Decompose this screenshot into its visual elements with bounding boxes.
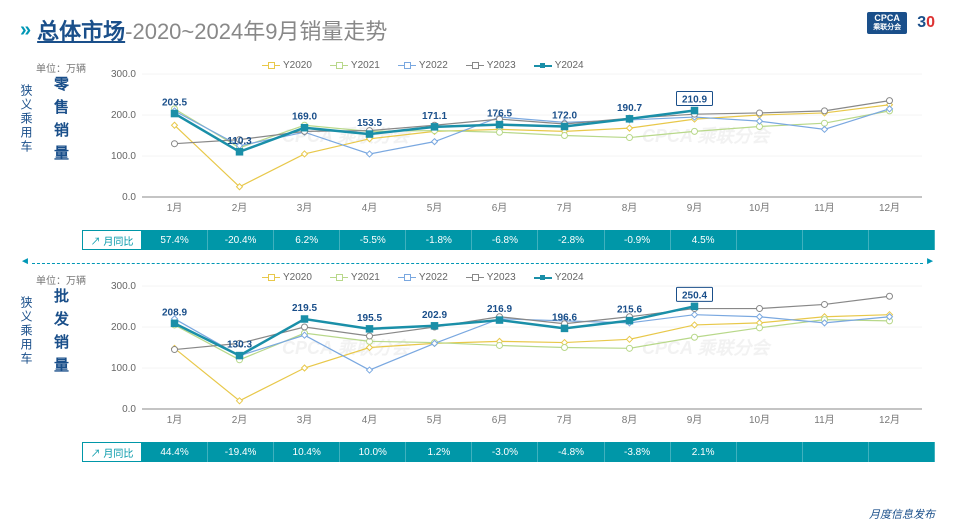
side-label: 狭义乘用车 [18, 84, 35, 154]
svg-text:7月: 7月 [557, 202, 573, 214]
svg-text:3月: 3月 [297, 414, 313, 426]
svg-text:196.6: 196.6 [552, 312, 577, 323]
svg-text:6月: 6月 [492, 202, 508, 214]
title-main: 总体市场 [37, 14, 125, 46]
retail-mom-row: ↗ 月同比57.4%-20.4%6.2%-5.5%-1.8%-6.8%-2.8%… [82, 230, 935, 250]
chevron-icon: » [20, 19, 31, 42]
svg-text:202.9: 202.9 [422, 310, 447, 321]
retail-panel: 单位：万辆 狭义乘用车 零售销量 Y2020Y2021Y2022Y2023Y20… [20, 62, 935, 250]
svg-text:110.3: 110.3 [227, 136, 252, 147]
svg-text:219.5: 219.5 [292, 303, 317, 314]
svg-text:3月: 3月 [297, 202, 313, 214]
wholesale-panel: 单位：万辆 狭义乘用车 批发销量 Y2020Y2021Y2022Y2023Y20… [20, 274, 935, 462]
svg-text:208.9: 208.9 [162, 307, 187, 318]
svg-text:0.0: 0.0 [122, 404, 136, 415]
svg-text:130.3: 130.3 [227, 340, 252, 351]
logos: CPCA 乘联分会 30 [867, 12, 935, 34]
svg-text:210.9: 210.9 [682, 95, 707, 106]
svg-text:8月: 8月 [622, 202, 638, 214]
svg-text:169.0: 169.0 [292, 112, 317, 123]
svg-text:1月: 1月 [167, 414, 183, 426]
svg-text:4月: 4月 [362, 414, 378, 426]
svg-text:7月: 7月 [557, 414, 573, 426]
svg-text:2月: 2月 [232, 414, 248, 426]
svg-text:CPCA 乘联分会: CPCA 乘联分会 [642, 126, 772, 146]
unit-label: 单位：万辆 [36, 60, 86, 75]
unit-label: 单位：万辆 [36, 272, 86, 287]
side-label: 狭义乘用车 [18, 296, 35, 366]
svg-text:215.6: 215.6 [617, 305, 642, 316]
svg-text:9月: 9月 [687, 202, 703, 214]
svg-text:153.5: 153.5 [357, 118, 382, 129]
svg-text:2月: 2月 [232, 202, 248, 214]
legend: Y2020Y2021Y2022Y2023Y2024 [262, 272, 584, 283]
svg-text:203.5: 203.5 [162, 98, 187, 109]
svg-text:10月: 10月 [749, 202, 770, 214]
svg-text:200.0: 200.0 [111, 110, 136, 121]
svg-text:195.5: 195.5 [357, 313, 382, 324]
svg-text:0.0: 0.0 [122, 192, 136, 203]
retail-chart-title: 零售销量 [50, 76, 71, 168]
svg-text:12月: 12月 [879, 202, 900, 214]
divider: ► [20, 258, 935, 268]
svg-text:300.0: 300.0 [111, 281, 136, 292]
footer: 月度信息发布 [869, 506, 935, 522]
legend: Y2020Y2021Y2022Y2023Y2024 [262, 60, 584, 71]
wholesale-chart: CPCA 乘联分会CPCA 乘联分会0.0100.0200.0300.01月2月… [82, 274, 932, 442]
anniversary-logo: 30 [917, 14, 935, 32]
svg-text:9月: 9月 [687, 414, 703, 426]
svg-text:10月: 10月 [749, 414, 770, 426]
svg-text:CPCA 乘联分会: CPCA 乘联分会 [642, 338, 772, 358]
svg-text:11月: 11月 [814, 414, 834, 426]
svg-text:6月: 6月 [492, 414, 508, 426]
svg-text:300.0: 300.0 [111, 69, 136, 80]
svg-text:5月: 5月 [427, 414, 443, 426]
svg-text:100.0: 100.0 [111, 363, 136, 374]
svg-text:190.7: 190.7 [617, 103, 642, 114]
svg-text:4月: 4月 [362, 202, 378, 214]
svg-text:176.5: 176.5 [487, 109, 512, 120]
svg-text:172.0: 172.0 [552, 110, 577, 121]
svg-text:216.9: 216.9 [487, 304, 512, 315]
svg-text:5月: 5月 [427, 202, 443, 214]
wholesale-chart-title: 批发销量 [50, 288, 71, 380]
wholesale-mom-row: ↗ 月同比44.4%-19.4%10.4%10.0%1.2%-3.0%-4.8%… [82, 442, 935, 462]
svg-text:8月: 8月 [622, 414, 638, 426]
svg-text:200.0: 200.0 [111, 322, 136, 333]
svg-text:100.0: 100.0 [111, 151, 136, 162]
svg-text:171.1: 171.1 [422, 111, 447, 122]
title-sub: -2020~2024年9月销量走势 [125, 14, 387, 46]
retail-chart: CPCA 乘联分会CPCA 乘联分会0.0100.0200.0300.01月2月… [82, 62, 932, 230]
svg-text:11月: 11月 [814, 202, 834, 214]
svg-text:12月: 12月 [879, 414, 900, 426]
cpca-logo: CPCA 乘联分会 [867, 12, 907, 34]
svg-text:1月: 1月 [167, 202, 183, 214]
svg-text:250.4: 250.4 [682, 290, 707, 301]
